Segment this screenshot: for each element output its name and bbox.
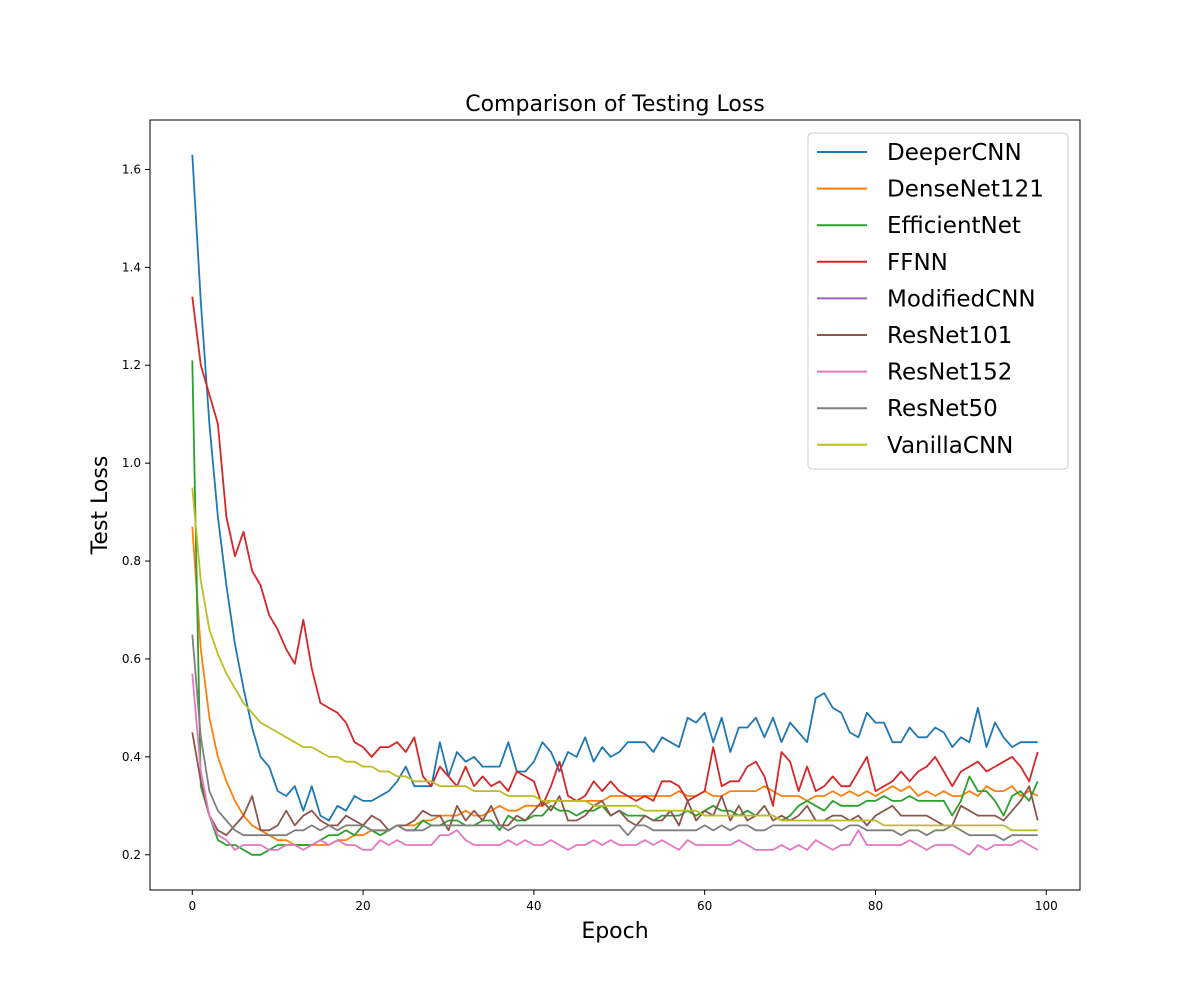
x-axis: 0 20 40 60 80 100 [188, 890, 1058, 913]
x-tick-label: 0 [188, 899, 196, 913]
y-tick-label: 0.8 [122, 554, 141, 568]
plot-area [149, 119, 1081, 891]
legend-label-densenet121: DenseNet121 [887, 177, 1044, 203]
y-tick-label: 0.6 [122, 652, 141, 666]
y-tick-label: 1.0 [122, 456, 141, 470]
legend-box [807, 132, 1069, 470]
legend-label-ffnn: FFNN [887, 250, 948, 276]
legend-label-efficientnet: EfficientNet [887, 213, 1021, 239]
series-line-resnet101 [191, 732, 1039, 837]
legend-label-resnet101: ResNet101 [887, 323, 1012, 349]
legend-label-resnet50: ResNet50 [887, 396, 998, 422]
y-axis-label: Test Loss [88, 456, 113, 556]
legend-label-deepercnn: DeeperCNN [887, 140, 1022, 166]
series-line-resnet152 [191, 673, 1039, 856]
x-axis-label: Epoch [581, 919, 648, 944]
x-tick-label: 80 [868, 899, 883, 913]
y-tick-label: 0.2 [122, 848, 141, 862]
legend-label-modifiedcnn: ModifiedCNN [887, 286, 1036, 312]
series-line-deepercnn [191, 154, 1038, 822]
x-tick-label: 100 [1035, 899, 1058, 913]
series-lines [191, 154, 1039, 856]
y-tick-label: 1.2 [122, 358, 141, 372]
series-line-vanillacnn [191, 487, 1038, 832]
x-tick-label: 40 [526, 899, 541, 913]
y-tick-label: 0.4 [122, 750, 141, 764]
series-line-resnet50 [191, 634, 1038, 841]
series-line-ffnn [191, 296, 1039, 807]
chart-title: Comparison of Testing Loss [465, 92, 765, 117]
x-tick-label: 60 [697, 899, 712, 913]
legend-label-resnet152: ResNet152 [887, 360, 1012, 386]
x-tick-label: 20 [355, 899, 370, 913]
legend-label-vanillacnn: VanillaCNN [887, 433, 1013, 459]
y-axis: 0.2 0.4 0.6 0.8 1.0 1.2 1.4 1.6 [122, 162, 150, 862]
legend: DeeperCNN DenseNet121 EfficientNet FFNN Modi… [807, 132, 1069, 470]
y-tick-label: 1.4 [122, 260, 141, 274]
axes-frame [149, 119, 1081, 891]
y-tick-label: 1.6 [122, 162, 141, 176]
